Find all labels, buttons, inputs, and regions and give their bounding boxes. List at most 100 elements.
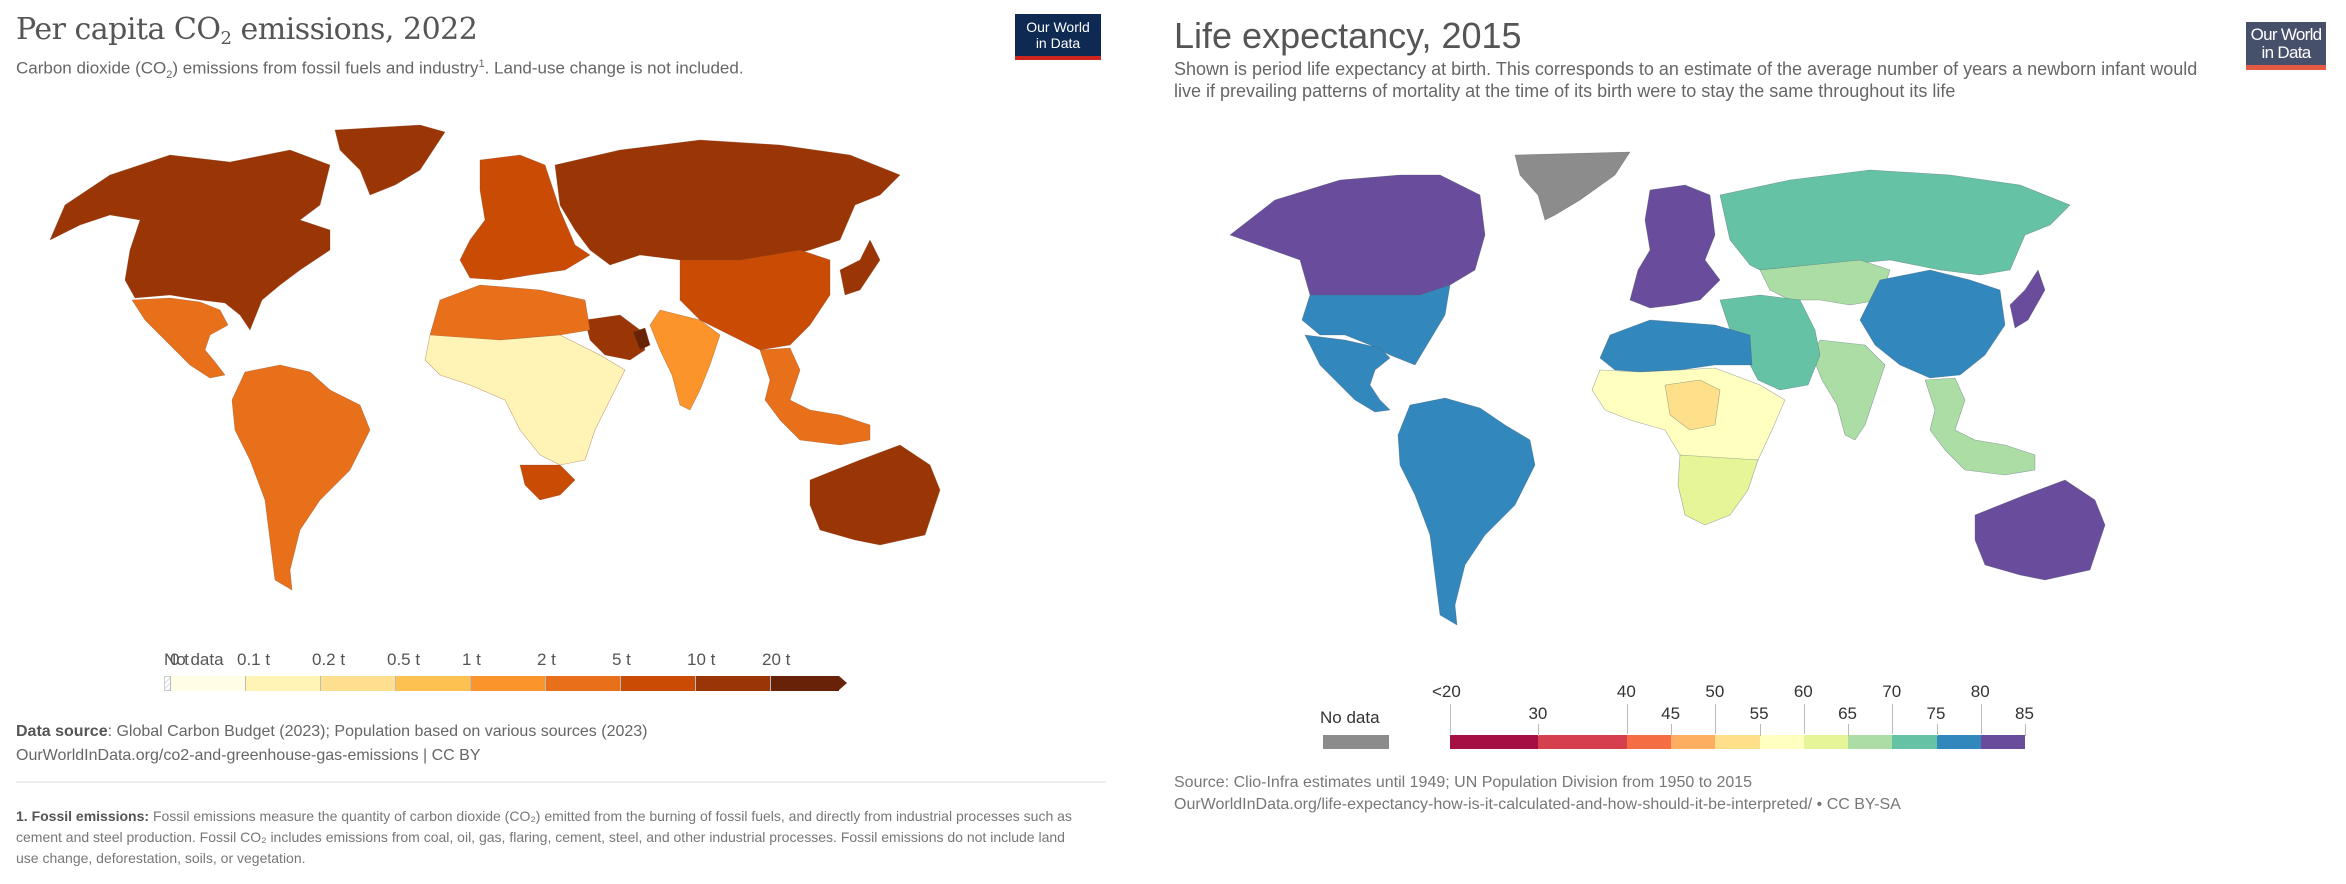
legend-swatch[interactable] <box>1538 735 1627 749</box>
map-region-western-europe[interactable] <box>1629 184 1721 309</box>
legend-tick-label: 2 t <box>537 650 556 669</box>
legend-no-data-swatch <box>1323 735 1389 749</box>
legend-swatch[interactable] <box>695 676 770 691</box>
legend-swatch[interactable] <box>1892 735 1937 749</box>
map-region-south-america[interactable] <box>1397 397 1536 626</box>
legend-tick-label: 70 <box>1882 682 1902 701</box>
legend-tick <box>2025 724 2026 736</box>
legend-arrow <box>839 676 847 690</box>
legend-no-data-label: No data <box>1320 708 1380 727</box>
co2-footnote: 1. Fossil emissions: Fossil emissions me… <box>16 808 1072 866</box>
legend-tick-label: 20 t <box>762 650 791 669</box>
map-region-japan[interactable] <box>2009 269 2046 329</box>
map-region-greenland[interactable] <box>1514 151 1631 221</box>
co2-source: Data source: Global Carbon Budget (2023)… <box>16 720 647 768</box>
legend-swatch[interactable] <box>620 676 695 691</box>
owid-logo[interactable]: Our World in Data <box>2246 22 2326 70</box>
legend-tick-label: 75 <box>1926 704 1946 723</box>
legend-swatch[interactable] <box>1980 735 2025 749</box>
life-expectancy-world-map <box>1229 151 2106 626</box>
life-expectancy-source: Source: Clio-Infra estimates until 1949;… <box>1174 772 1901 816</box>
legend-no-data-label: No data <box>164 650 224 669</box>
legend-swatch[interactable] <box>1626 735 1672 749</box>
co2-source-url[interactable]: OurWorldInData.org/co2-and-greenhouse-ga… <box>16 747 481 764</box>
life-expectancy-title: Life expectancy, 2015 <box>1174 15 1522 56</box>
legend-tick-label: 0.2 t <box>312 650 346 669</box>
map-region-central-asia[interactable] <box>1759 259 1891 306</box>
map-region-china[interactable] <box>679 249 831 351</box>
legend-swatch[interactable] <box>1671 735 1716 749</box>
legend-swatch[interactable] <box>1848 735 1893 749</box>
legend-swatch[interactable] <box>245 676 320 691</box>
legend-tick <box>1803 704 1805 734</box>
life-expectancy-panel: Life expectancy, 2015 Shown is period li… <box>1160 0 2346 884</box>
map-region-china[interactable] <box>1859 269 2006 379</box>
co2-chart-title: Per capita CO2 emissions, 2022 <box>16 12 478 49</box>
owid-logo[interactable]: Our World in Data <box>1015 14 1101 60</box>
map-region-south-america[interactable] <box>231 364 371 591</box>
map-region-north-america-us-canada-[interactable] <box>49 149 331 331</box>
legend-swatch[interactable] <box>545 676 620 691</box>
legend-tick <box>1848 724 1850 736</box>
legend-tick-label: 65 <box>1838 704 1857 723</box>
legend-swatch[interactable] <box>170 676 245 691</box>
legend-swatch[interactable] <box>470 676 545 691</box>
legend-tick-label: 0 t <box>170 650 189 669</box>
map-region-greenland[interactable] <box>334 124 446 196</box>
legend-tick <box>1671 724 1673 736</box>
legend-swatch[interactable] <box>1715 735 1760 749</box>
legend-tick-label: 55 <box>1749 704 1769 723</box>
co2-world-map <box>49 124 941 591</box>
divider <box>16 781 1106 783</box>
map-region-mexico-central-america[interactable] <box>1304 334 1391 413</box>
map-region-india[interactable] <box>649 309 721 411</box>
legend-tick-label: <20 <box>1432 682 1461 701</box>
legend-tick <box>1936 724 1938 736</box>
map-region-southeast-asia[interactable] <box>1924 377 2036 476</box>
map-region-north-africa[interactable] <box>1599 319 1753 373</box>
map-region-mexico-central-america[interactable] <box>131 297 229 379</box>
legend-tick <box>1759 724 1761 736</box>
legend-tick-label: 85 <box>2015 704 2034 723</box>
legend-swatch[interactable] <box>395 676 470 691</box>
map-region-australia[interactable] <box>809 444 941 546</box>
legend-swatch[interactable] <box>320 676 395 691</box>
life-expectancy-subtitle: Shown is period life expectancy at birth… <box>1174 59 2198 101</box>
map-region-india[interactable] <box>1811 339 1886 441</box>
map-region-nigeria-chad-region[interactable] <box>1664 379 1721 431</box>
map-region-japan-korea[interactable] <box>839 239 881 296</box>
map-region-europe[interactable] <box>459 154 591 281</box>
map-region-north-africa[interactable] <box>429 284 591 341</box>
map-region-russia-kazakhstan[interactable] <box>554 139 901 266</box>
map-region-australia[interactable] <box>1974 479 2106 581</box>
legend-swatch[interactable] <box>1803 735 1849 749</box>
legend-tick-label: 0.5 t <box>387 650 421 669</box>
legend-swatch[interactable] <box>1450 735 1539 749</box>
map-region-qatar-uae[interactable] <box>632 327 651 351</box>
legend-tick-label: 80 <box>1970 682 1990 701</box>
legend-tick-label: 5 t <box>612 650 631 669</box>
legend-swatch[interactable] <box>1759 735 1804 749</box>
map-region-south-africa[interactable] <box>519 464 576 501</box>
legend-tick <box>1892 704 1894 734</box>
map-region-saudi-arabia[interactable] <box>584 314 646 361</box>
legend-tick-label: 50 <box>1705 682 1725 701</box>
legend-tick-label: 60 <box>1793 682 1813 701</box>
map-region-usa[interactable] <box>1301 284 1451 366</box>
co2-chart-subtitle: Carbon dioxide (CO2) emissions from foss… <box>16 58 744 82</box>
legend-swatch[interactable] <box>770 676 839 691</box>
map-region-canada[interactable] <box>1229 174 1486 296</box>
map-region-southern-africa[interactable] <box>1677 454 1759 526</box>
legend-tick-label: 0.1 t <box>237 650 271 669</box>
co2-legend: No data 0 t 0.1 t 0.2 t 0.5 t 1 t 2 t 5 t 10 t 2… <box>160 650 960 695</box>
legend-tick-label: 10 t <box>687 650 716 669</box>
map-region-russia[interactable] <box>1719 169 2071 276</box>
legend-tick-label: 1 t <box>462 650 481 669</box>
legend-swatch[interactable] <box>1936 735 1981 749</box>
legend-tick <box>1450 704 1451 734</box>
life-expectancy-source-url[interactable]: OurWorldInData.org/life-expectancy-how-i… <box>1174 796 1901 813</box>
map-region-southeast-asia[interactable] <box>759 347 871 446</box>
map-region-sub-saharan-africa[interactable] <box>424 334 626 466</box>
legend-tick <box>1538 724 1540 736</box>
life-expectancy-legend: No data <20 30 40 45 50 55 60 65 70 75 80 85 <box>1320 682 2050 758</box>
